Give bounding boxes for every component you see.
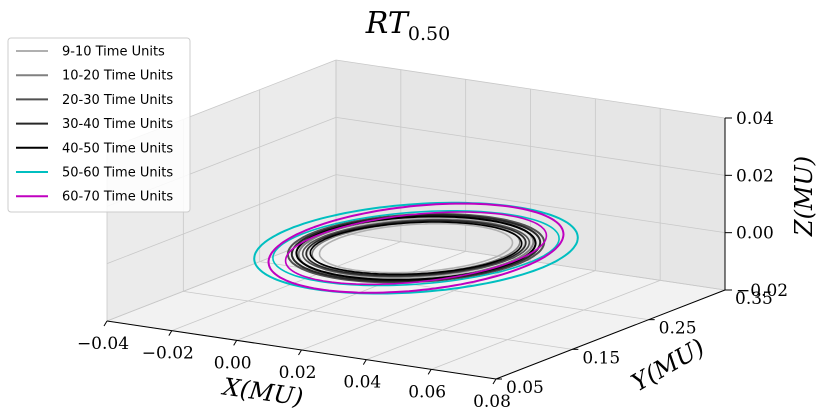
z-axis-label: Z(MU) xyxy=(790,156,818,237)
x-tick-label: 0.08 xyxy=(473,392,511,412)
series-orbit-inner-7 xyxy=(284,211,548,286)
x-tick-label: 0.04 xyxy=(343,373,381,393)
back-grid-z xyxy=(335,231,726,291)
series-layer xyxy=(253,201,579,295)
series-orbit-6 xyxy=(253,201,579,295)
left-grid-z xyxy=(106,174,337,265)
floor-grid-x xyxy=(171,241,401,332)
axis-panes xyxy=(107,60,725,379)
y-tick-label: 0.35 xyxy=(735,289,773,309)
x-tick-mark xyxy=(233,340,238,346)
x-tick-mark xyxy=(103,320,108,327)
legend: 9-10 Time Units 10-20 Time Units 20-30 Tim… xyxy=(7,37,191,213)
back-grid-z xyxy=(335,59,726,119)
floor-grid-x xyxy=(366,270,596,361)
legend-label: 50-60 Time Units xyxy=(62,166,173,181)
series-orbit-inner-5 xyxy=(309,221,523,276)
series-orbit-inner-1 xyxy=(318,222,514,274)
floor-grid-x xyxy=(301,260,531,351)
legend-label: 60-70 Time Units xyxy=(62,190,173,205)
x-tick-mark xyxy=(168,330,173,336)
chart-title: RT0.50 xyxy=(365,6,450,45)
x-tick-mark xyxy=(362,359,367,365)
legend-box xyxy=(7,37,191,213)
y-tick-label: 0.05 xyxy=(506,378,544,398)
z-tick-label: 0.02 xyxy=(736,166,774,186)
legend-label: 40-50 Time Units xyxy=(62,141,173,156)
y-tick-label: 0.15 xyxy=(582,348,620,368)
x-tick-mark xyxy=(298,349,302,356)
x-tick-mark xyxy=(492,378,497,385)
floor-grid-y xyxy=(183,290,573,350)
back-grid-z xyxy=(335,174,726,234)
series-orbit-4 xyxy=(290,213,542,283)
series-orbit-inner-3 xyxy=(301,218,531,278)
floor-grid-x xyxy=(236,250,466,341)
legend-label: 9-10 Time Units xyxy=(62,45,165,60)
y-axis-label: Y(MU) xyxy=(627,333,710,397)
legend-label: 30-40 Time Units xyxy=(62,117,173,132)
x-tick-label: 0.06 xyxy=(408,382,446,402)
y-tick-label: 0.25 xyxy=(659,319,697,339)
tick-labels: −0.04 −0.02 0.00 0.02 0.04 0.06 0.080.05 0.15 0.… xyxy=(77,109,788,412)
x-tick-label: 0.02 xyxy=(279,363,317,383)
y-axis-line xyxy=(495,289,726,380)
x-tick-label: −0.04 xyxy=(77,334,129,354)
x-tick-mark xyxy=(427,369,432,375)
z-tick-label: 0.00 xyxy=(736,224,774,244)
x-tick-label: −0.02 xyxy=(142,344,194,364)
z-tick-label: 0.04 xyxy=(736,109,774,129)
series-orbit-inner-6 xyxy=(272,210,560,287)
x-tick-label: 0.00 xyxy=(214,353,252,373)
left-wall-pane xyxy=(107,60,336,321)
back-grid-z xyxy=(335,116,726,176)
z-tick-label: −0.02 xyxy=(736,281,788,301)
series-orbit-7 xyxy=(267,202,565,294)
legend-label: 20-30 Time Units xyxy=(62,93,173,108)
floor-grid-x xyxy=(431,279,661,370)
series-orbit-inner-4 xyxy=(305,219,527,277)
legend-label: 10-20 Time Units xyxy=(62,69,173,84)
